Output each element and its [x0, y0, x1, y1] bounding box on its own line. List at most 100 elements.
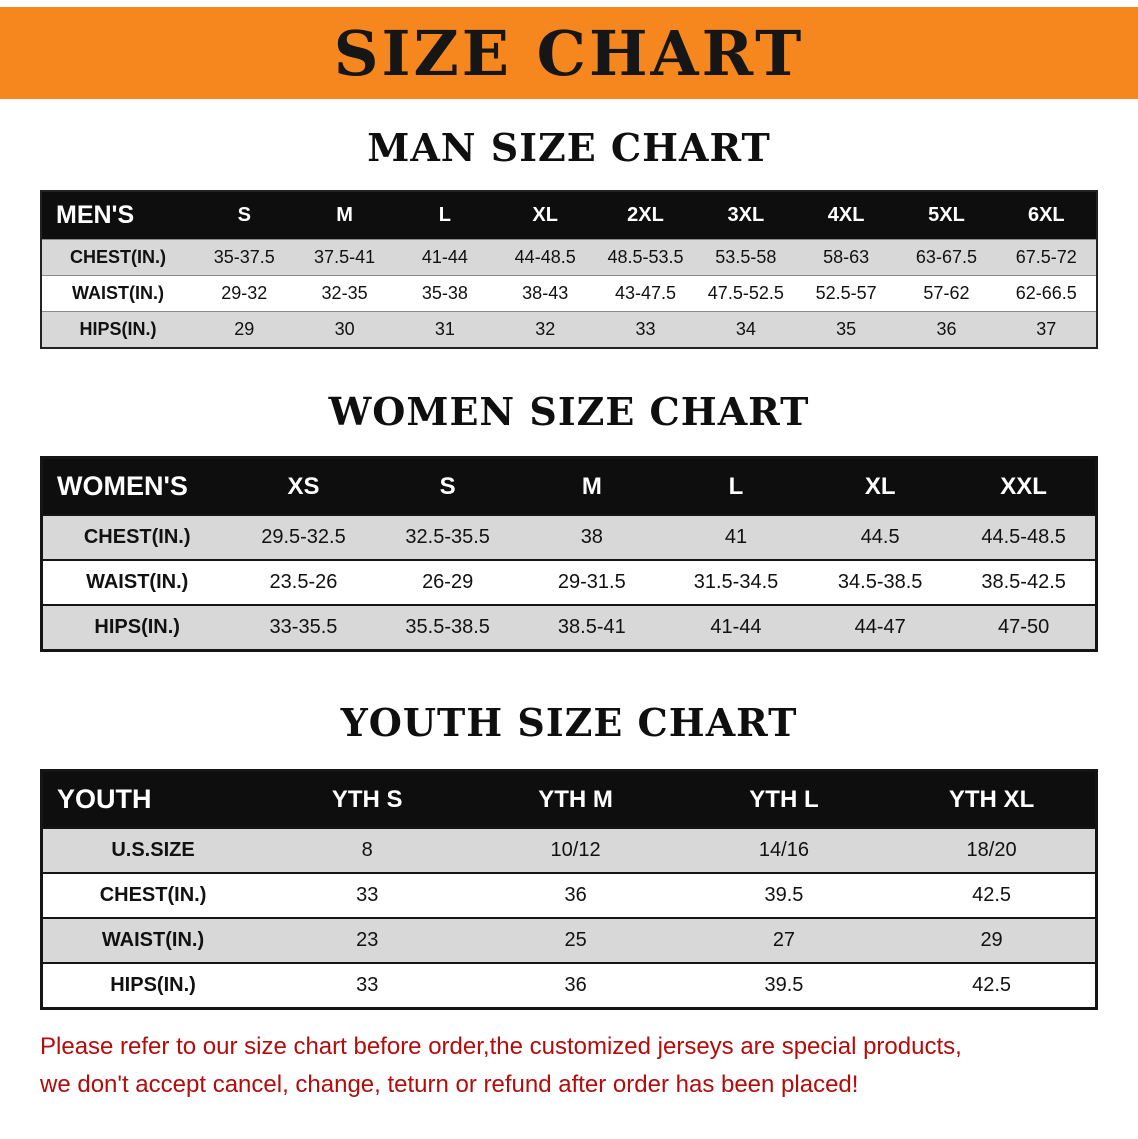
measurement-value: 36	[936, 319, 957, 339]
measurement-value: 31	[434, 319, 455, 339]
measurement-value: 14/16	[758, 839, 809, 861]
header-row: YOUTH YTH S YTH M YTH L YTH XL	[41, 770, 1097, 828]
women-size-table: WOMEN'S XS S M L XL XXL CHEST(IN.) 29.5-32.5 32.5…	[40, 456, 1098, 652]
measurement-value: 26-29	[422, 571, 474, 593]
measurement-row: U.S.SIZE 8 10/12 14/16 18/20	[41, 828, 1097, 873]
measurement-value: 33	[356, 884, 379, 906]
measurement-label: HIPS(IN.)	[110, 974, 196, 996]
measurement-label: WAIST(IN.)	[72, 283, 165, 303]
measurement-value: 29	[234, 319, 255, 339]
size-column-header: L	[438, 204, 451, 226]
size-table-head: WOMEN'S XS S M L XL XXL	[41, 457, 1097, 515]
measurement-row: HIPS(IN.) 33 36 39.5 42.5	[41, 963, 1097, 1009]
measurement-value: 35-38	[421, 283, 468, 303]
measurement-value: 44-47	[854, 616, 906, 638]
measurement-row: HIPS(IN.) 33-35.5 35.5-38.5 38.5-41 41-44 44-…	[41, 605, 1097, 651]
size-column-header: YTH L	[749, 785, 819, 813]
measurement-value: 41-44	[421, 247, 468, 267]
measurement-value: 35-37.5	[213, 247, 275, 267]
size-column-header: XS	[287, 472, 320, 500]
measurement-row: WAIST(IN.) 29-32 32-35 35-38 38-43 43-47.5 47.…	[41, 275, 1097, 312]
measurement-value: 34	[735, 319, 756, 339]
measurement-value: 31.5-34.5	[693, 571, 779, 593]
measurement-value: 41-44	[710, 616, 762, 638]
measurement-label: WAIST(IN.)	[86, 571, 189, 593]
measurement-value: 35	[836, 319, 857, 339]
measurement-value: 38	[580, 526, 603, 548]
size-column-header: S	[237, 204, 251, 226]
measurement-label: CHEST(IN.)	[99, 884, 207, 906]
measurement-value: 42.5	[972, 884, 1012, 906]
measurement-value: 39.5	[764, 884, 804, 906]
measurement-value: 29.5-32.5	[261, 526, 346, 548]
size-table-body: CHEST(IN.) 29.5-32.5 32.5-35.5 38 41 44.5 44.5…	[41, 515, 1097, 651]
size-column-header: 2XL	[627, 204, 664, 226]
table-corner-label: YOUTH	[57, 784, 152, 814]
header-row: MEN'S S M L XL 2XL 3XL 4XL 5XL 6XL	[41, 191, 1097, 240]
measurement-value: 47.5-52.5	[707, 283, 784, 303]
measurement-value: 25	[564, 929, 587, 951]
measurement-value: 62-66.5	[1015, 283, 1077, 303]
size-column-header: 3XL	[727, 204, 765, 226]
measurement-value: 27	[772, 929, 796, 951]
header-row: WOMEN'S XS S M L XL XXL	[41, 457, 1097, 515]
size-table-head: MEN'S S M L XL 2XL 3XL 4XL 5XL 6XL	[41, 191, 1097, 240]
measurement-value: 53.5-58	[715, 247, 777, 267]
measurement-row: WAIST(IN.) 23.5-26 26-29 29-31.5 31.5-34.5 34…	[41, 560, 1097, 605]
measurement-label: HIPS(IN.)	[94, 616, 180, 638]
measurement-value: 33-35.5	[269, 616, 338, 638]
size-column-header: M	[336, 204, 353, 226]
size-column-header: XXL	[1000, 472, 1047, 500]
size-table: YOUTH YTH S YTH M YTH L YTH XL U.S.SIZE 8 10/12…	[40, 769, 1098, 1010]
footer-note-line1: Please refer to our size chart before or…	[40, 1033, 962, 1060]
man-size-chart-title: MAN SIZE CHART	[367, 125, 771, 170]
measurement-value: 38-43	[522, 283, 569, 303]
measurement-value: 33	[356, 974, 379, 996]
size-column-header: 4XL	[827, 204, 865, 226]
measurement-label: CHEST(IN.)	[83, 526, 191, 548]
measurement-value: 63-67.5	[915, 247, 977, 267]
youth-size-chart-title: YOUTH SIZE CHART	[340, 700, 798, 745]
measurement-value: 39.5	[764, 974, 804, 996]
measurement-label: U.S.SIZE	[111, 839, 195, 861]
measurement-value: 44.5-48.5	[981, 526, 1066, 548]
measurement-value: 47-50	[998, 616, 1050, 638]
measurement-row: WAIST(IN.) 23 25 27 29	[41, 918, 1097, 963]
measurement-value: 10/12	[550, 839, 601, 861]
measurement-value: 23	[356, 929, 379, 951]
measurement-value: 57-62	[923, 283, 970, 303]
measurement-label: HIPS(IN.)	[79, 319, 157, 339]
banner: SIZE CHART	[0, 7, 1138, 99]
size-table-head: YOUTH YTH S YTH M YTH L YTH XL	[41, 770, 1097, 828]
size-table: WOMEN'S XS S M L XL XXL CHEST(IN.) 29.5-32.5 32.5…	[40, 456, 1098, 652]
measurement-value: 67.5-72	[1015, 247, 1077, 267]
measurement-value: 36	[564, 974, 587, 996]
size-column-header: YTH XL	[948, 785, 1035, 813]
page-title: SIZE CHART	[333, 16, 805, 90]
size-chart-page: SIZE CHART MAN SIZE CHART MEN'S S M L XL 2XL 3…	[0, 7, 1138, 1104]
measurement-value: 52.5-57	[815, 283, 877, 303]
size-table: MEN'S S M L XL 2XL 3XL 4XL 5XL 6XL CHEST(IN.) 35-37…	[40, 190, 1098, 349]
size-table-body: CHEST(IN.) 35-37.5 37.5-41 41-44 44-48.5 48.5…	[41, 239, 1097, 348]
women-size-chart-title: WOMEN SIZE CHART	[328, 389, 810, 434]
measurement-row: CHEST(IN.) 29.5-32.5 32.5-35.5 38 41 44.5 44.5…	[41, 515, 1097, 560]
footer-note-line2: we don't accept cancel, change, teturn o…	[40, 1071, 859, 1098]
size-column-header: YTH S	[331, 785, 403, 813]
measurement-value: 44.5	[860, 526, 900, 548]
size-column-header: 6XL	[1027, 204, 1065, 226]
measurement-value: 29-31.5	[557, 571, 626, 593]
measurement-value: 38.5-42.5	[981, 571, 1066, 593]
measurement-row: CHEST(IN.) 33 36 39.5 42.5	[41, 873, 1097, 918]
measurement-value: 48.5-53.5	[607, 247, 684, 267]
measurement-value: 29	[980, 929, 1003, 951]
size-column-header: S	[439, 472, 456, 500]
measurement-value: 32	[535, 319, 556, 339]
measurement-value: 32-35	[321, 283, 368, 303]
measurement-value: 36	[564, 884, 587, 906]
man-size-table: MEN'S S M L XL 2XL 3XL 4XL 5XL 6XL CHEST(IN.) 35-37…	[40, 190, 1098, 349]
measurement-value: 42.5	[972, 974, 1012, 996]
table-corner-label: MEN'S	[56, 201, 135, 229]
measurement-value: 37.5-41	[314, 247, 376, 267]
measurement-label: WAIST(IN.)	[101, 929, 205, 951]
size-column-header: XL	[532, 204, 558, 226]
